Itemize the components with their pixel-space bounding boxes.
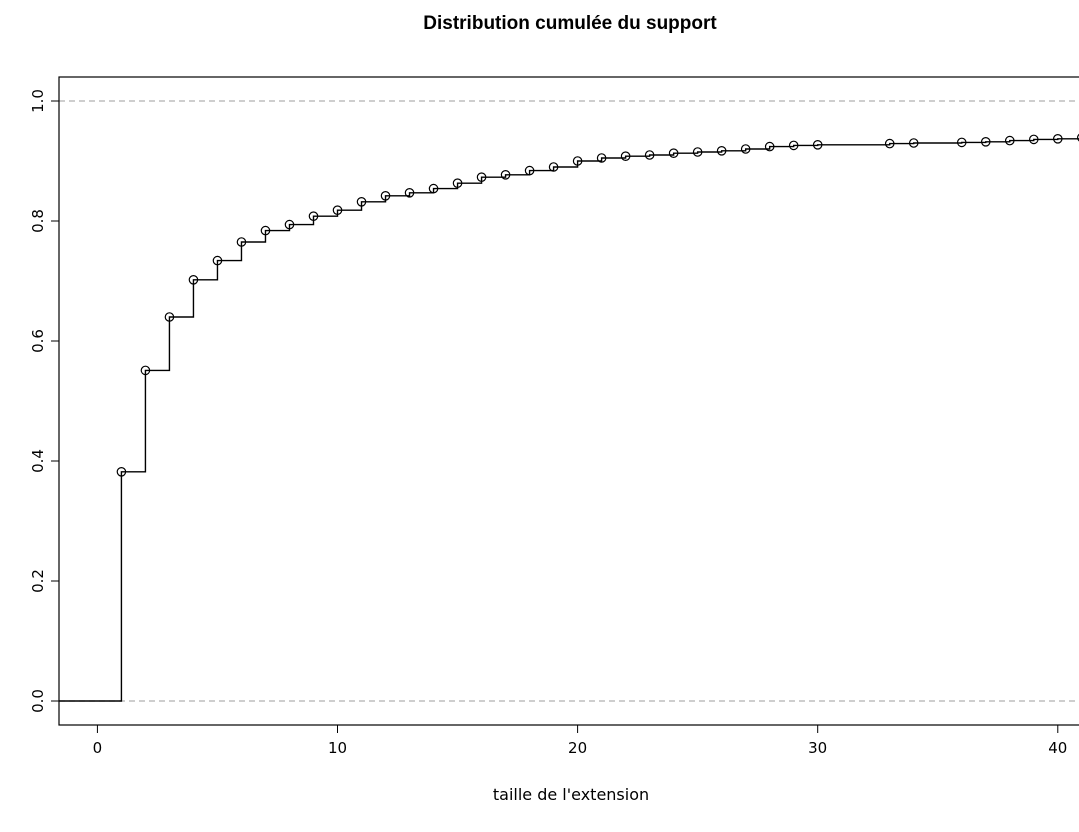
x-axis: 0 10 20 30 40	[93, 724, 1067, 757]
data-point	[548, 162, 559, 172]
data-point	[764, 141, 775, 152]
data-point	[380, 191, 391, 201]
data-point	[116, 466, 127, 477]
data-point	[740, 144, 751, 154]
data-point	[812, 140, 823, 150]
data-point	[596, 153, 607, 163]
data-point	[164, 312, 175, 322]
plot-frame	[58, 76, 1079, 726]
data-point	[500, 170, 511, 180]
data-point	[284, 219, 295, 230]
data-point	[188, 274, 199, 285]
data-point	[428, 183, 439, 194]
data-point	[716, 146, 727, 156]
data-point	[524, 165, 535, 176]
y-tick-label: 0.4	[29, 449, 47, 473]
y-axis: 0.0 0.2 0.4 0.6 0.8 1.0	[29, 89, 60, 713]
data-point	[908, 138, 919, 148]
x-tick-label: 40	[1048, 739, 1067, 757]
data-point	[236, 237, 247, 247]
y-tick-label: 0.6	[29, 329, 47, 353]
data-point	[668, 148, 679, 158]
x-axis-label: taille de l'extension	[493, 785, 649, 804]
data-point	[332, 205, 343, 215]
x-tick-label: 0	[93, 739, 103, 757]
data-point	[884, 138, 895, 149]
data-point	[1028, 134, 1039, 145]
data-point	[572, 156, 583, 166]
data-point	[692, 147, 703, 157]
data-point	[980, 137, 991, 147]
data-point	[452, 178, 463, 188]
data-point	[356, 197, 367, 207]
x-tick-label: 10	[328, 739, 347, 757]
data-point	[620, 151, 631, 161]
data-point	[308, 211, 319, 221]
y-tick-label: 0.8	[29, 209, 47, 233]
data-point	[1052, 134, 1063, 144]
chart-title: Distribution cumulée du support	[423, 13, 717, 34]
data-point	[644, 150, 655, 160]
y-tick-label: 0.2	[29, 569, 47, 593]
data-point	[212, 255, 223, 266]
data-point	[1076, 133, 1079, 142]
data-point	[140, 365, 151, 376]
data-point	[404, 188, 415, 198]
x-tick-label: 30	[808, 739, 827, 757]
plot-area	[59, 100, 1079, 702]
y-tick-label: 1.0	[29, 89, 47, 113]
data-point	[788, 140, 799, 151]
x-tick-label: 20	[568, 739, 587, 757]
data-point	[1004, 135, 1015, 146]
ecdf-step-line	[59, 138, 1079, 702]
data-point	[476, 172, 487, 182]
data-point	[260, 225, 271, 236]
y-tick-label: 0.0	[29, 689, 47, 713]
data-point	[956, 137, 967, 148]
